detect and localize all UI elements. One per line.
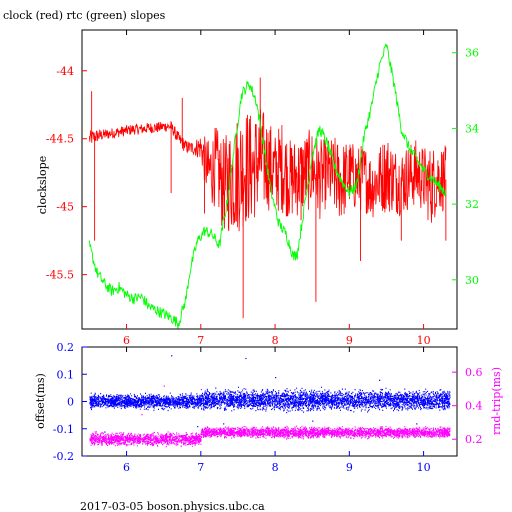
bottom-x-tick-label: 9 xyxy=(346,461,353,474)
bottom-y-axis-title: offset(ms) xyxy=(34,373,47,429)
rnd-trip-points xyxy=(200,425,451,440)
bottom-y-tick-label: 0.1 xyxy=(57,368,75,381)
rtc-series xyxy=(88,43,447,329)
top-y2-tick-label: 36 xyxy=(465,47,479,60)
bottom-x-axis: 6 7 8 9 10 xyxy=(123,347,431,474)
bottom-panel: 6 7 8 9 10 0.2 0.1 0 -0.1 -0.2 0.6 0.4 0.2 offset(… xyxy=(34,341,503,474)
bottom-y2-tick-label: 0.4 xyxy=(465,400,483,413)
top-y2-tick-label: 34 xyxy=(465,122,479,135)
offset-outlier xyxy=(275,376,277,379)
top-y-tick-label: -45.5 xyxy=(46,269,74,282)
offset-outlier xyxy=(223,423,225,425)
offset-outlier xyxy=(245,357,247,360)
clock-series xyxy=(89,77,447,319)
top-y-axis-title: clockslope xyxy=(36,156,49,214)
rtc-series-line xyxy=(88,43,447,329)
rnd-trip-outlier xyxy=(200,388,203,391)
rnd-trip-outlier xyxy=(163,385,165,387)
top-y-tick-label: -44 xyxy=(56,65,74,78)
top-y2-tick-label: 30 xyxy=(465,274,479,287)
offset-outlier xyxy=(379,379,381,381)
top-x-axis: 6 7 8 9 10 xyxy=(123,30,431,347)
bottom-plot-area xyxy=(89,355,451,448)
rnd-trip-outlier xyxy=(141,414,143,416)
top-y2-tick-label: 32 xyxy=(465,198,479,211)
top-panel: 6 7 8 9 10 -44 -44.5 -45 -45.5 36 34 32 30 clocksl… xyxy=(36,29,479,347)
bottom-y-tick-label: 0 xyxy=(67,396,74,409)
top-y-axis: -44 -44.5 -45 -45.5 xyxy=(46,65,87,282)
top-x-tick-label: 10 xyxy=(417,334,431,347)
footer-host-date: 2017-03-05 boson.physics.ubc.ca xyxy=(80,500,265,512)
offset-series xyxy=(89,355,451,433)
offset-outlier xyxy=(171,355,173,357)
top-y2-axis: 36 34 32 30 xyxy=(452,47,479,287)
bottom-x-tick-label: 8 xyxy=(272,461,279,474)
chart-title: clock (red) rtc (green) slopes xyxy=(3,9,166,22)
offset-outlier xyxy=(104,431,106,433)
offset-outlier xyxy=(312,420,314,422)
top-y-tick-label: -45 xyxy=(56,201,74,214)
top-y-tick-label: -44.5 xyxy=(46,133,74,146)
top-x-tick-label: 8 xyxy=(272,334,279,347)
bottom-y-tick-label: 0.2 xyxy=(57,341,75,354)
bottom-y2-tick-label: 0.6 xyxy=(465,366,483,379)
bottom-x-tick-label: 7 xyxy=(197,461,204,474)
offset-outlier xyxy=(416,423,418,425)
top-plot-area xyxy=(88,43,447,329)
offset-outlier xyxy=(197,426,199,428)
bottom-y2-axis: 0.6 0.4 0.2 xyxy=(452,366,483,446)
bottom-y2-axis-title: rnd-trip(ms) xyxy=(490,367,503,435)
bottom-x-tick-label: 10 xyxy=(417,461,431,474)
rnd-trip-series xyxy=(89,385,451,448)
top-frame xyxy=(81,29,458,330)
top-x-tick-label: 6 xyxy=(123,334,130,347)
rnd-trip-outlier xyxy=(260,409,262,411)
top-x-tick-label: 7 xyxy=(197,334,204,347)
bottom-y2-tick-label: 0.2 xyxy=(465,433,483,446)
offset-points xyxy=(89,392,202,412)
bottom-y-tick-label: -0.1 xyxy=(53,423,74,436)
offset-points xyxy=(200,386,451,414)
bottom-x-tick-label: 6 xyxy=(123,461,130,474)
clock-series-line xyxy=(89,109,447,232)
rnd-trip-points xyxy=(89,431,202,448)
bottom-y-axis: 0.2 0.1 0 -0.1 -0.2 xyxy=(53,341,87,463)
bottom-y-tick-label: -0.2 xyxy=(53,450,74,463)
top-x-tick-label: 9 xyxy=(346,334,353,347)
